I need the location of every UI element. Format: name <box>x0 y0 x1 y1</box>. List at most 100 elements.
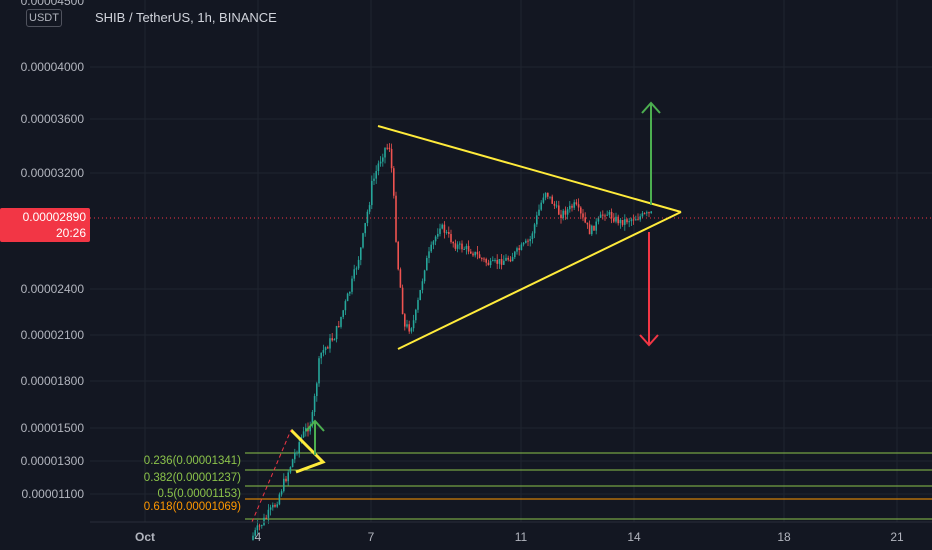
candle-body <box>294 452 296 460</box>
candle-body <box>553 203 556 206</box>
y-tick-label: 0.00002100 <box>21 328 85 342</box>
candle-body <box>509 259 512 262</box>
candle-body <box>351 278 353 292</box>
candle-body <box>342 310 344 317</box>
y-tick-label: 0.00004500 <box>21 0 85 8</box>
candle-body <box>527 240 529 242</box>
candle-body <box>417 300 419 310</box>
candle-body <box>412 320 415 329</box>
candle-body <box>280 491 283 495</box>
currency-unit-badge[interactable]: USDT <box>26 9 62 27</box>
candle-body <box>362 233 364 248</box>
x-axis[interactable]: Oct 4 7 11 14 18 21 <box>90 521 932 544</box>
candle-body <box>472 253 474 256</box>
candle-body <box>650 211 652 213</box>
candle-countdown: 20:26 <box>55 226 86 240</box>
candle-body <box>571 205 573 208</box>
candle-body <box>478 254 481 259</box>
candle-body <box>485 258 487 263</box>
candle-body <box>426 257 428 271</box>
x-tick-label: 4 <box>255 530 262 544</box>
candle-body <box>595 221 597 231</box>
candle-body <box>439 228 441 234</box>
candle-body <box>456 244 459 249</box>
candle-body <box>628 221 630 223</box>
candle-body <box>487 262 490 266</box>
current-price-tag: 0.00002890 20:26 <box>0 208 90 242</box>
candle-body <box>289 467 292 473</box>
candle-body <box>516 248 518 252</box>
candle-body <box>511 257 514 262</box>
breakout-up-arrowhead <box>641 101 661 114</box>
candle-body <box>641 213 644 217</box>
candle-body <box>525 240 527 243</box>
candle-body <box>621 219 624 225</box>
candle-body <box>463 248 465 250</box>
candle-body <box>296 452 298 454</box>
candle-body <box>608 211 611 215</box>
candle-body <box>377 163 380 172</box>
candle-body <box>591 225 593 235</box>
candle-body <box>470 251 472 254</box>
candle-body <box>648 212 650 214</box>
candle-body <box>450 234 452 242</box>
candle-body <box>584 217 586 223</box>
candle-body <box>423 270 426 282</box>
candle-body <box>421 281 424 291</box>
candle-body <box>505 257 507 261</box>
candle-body <box>507 257 509 260</box>
candle-body <box>419 290 421 301</box>
candle-body <box>371 180 373 206</box>
candle-body <box>327 347 329 349</box>
candle-body <box>254 530 256 536</box>
candle-body <box>558 205 560 215</box>
candle-body <box>635 219 637 221</box>
candle-body <box>261 525 263 527</box>
candle-body <box>430 244 432 252</box>
candle-body <box>291 459 294 468</box>
candle-body <box>643 213 646 215</box>
candle-body <box>531 233 534 240</box>
candle-body <box>263 517 265 526</box>
candle-body <box>329 338 331 349</box>
candle-body <box>252 535 254 540</box>
candle-body <box>375 171 377 179</box>
candle-body <box>646 212 648 214</box>
breakdown-down-arrowhead <box>639 334 659 347</box>
candle-body <box>547 192 549 197</box>
candle-body <box>283 478 285 492</box>
candle-body <box>404 314 406 327</box>
x-tick-label: 21 <box>890 530 904 544</box>
candle-body <box>580 207 582 214</box>
candle-body <box>335 326 338 340</box>
candle-body <box>267 509 270 518</box>
candle-body <box>555 205 558 207</box>
fib-level-label: 0.382(0.00001237) <box>144 472 241 484</box>
x-tick-label: 14 <box>627 530 641 544</box>
fib-level-label: 0.618(0.00001069) <box>144 501 241 513</box>
candle-body <box>624 219 626 225</box>
small-up-arrowhead <box>305 419 325 432</box>
candle-body <box>522 242 525 245</box>
y-axis[interactable]: 0.00004500 0.00004000 0.00003600 0.00003200… <box>21 0 85 501</box>
candle-body <box>408 324 410 332</box>
candle-body <box>467 245 470 252</box>
candle-body <box>441 224 443 229</box>
candle-body <box>617 216 619 224</box>
candle-body <box>604 215 606 217</box>
candle-body <box>287 472 289 482</box>
candle-body <box>610 211 613 219</box>
triangle-lower-trendline <box>397 211 682 350</box>
candle-body <box>364 223 366 234</box>
candle-body <box>533 224 536 234</box>
candle-body <box>637 219 639 221</box>
candle-body <box>316 383 318 397</box>
candle-body <box>388 147 391 149</box>
candle-body <box>390 148 393 169</box>
candle-body <box>410 328 413 332</box>
candle-body <box>489 260 492 266</box>
candle-body <box>602 214 604 216</box>
x-tick-label: 11 <box>515 530 528 544</box>
y-tick-label: 0.00001500 <box>21 421 85 435</box>
